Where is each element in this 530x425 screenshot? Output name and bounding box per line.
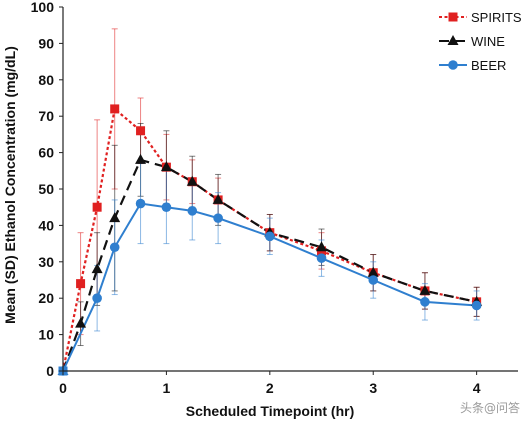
wine-point <box>160 161 172 172</box>
spirits-point <box>76 279 86 289</box>
x-tick-label: 4 <box>473 380 481 396</box>
y-tick-label: 20 <box>38 290 54 306</box>
spirits-point <box>110 104 120 114</box>
beer-point <box>109 242 120 253</box>
y-tick-label: 50 <box>38 181 54 197</box>
wine-point <box>91 263 103 274</box>
beer-point <box>265 231 275 242</box>
y-tick-label: 60 <box>38 145 54 161</box>
wine-point <box>367 266 379 277</box>
series-markers <box>57 104 483 376</box>
x-tick-label: 1 <box>163 380 171 396</box>
y-tick-label: 30 <box>38 254 54 270</box>
legend-wine-swatch-marker <box>447 35 459 45</box>
legend-spirits-swatch-marker <box>448 12 458 22</box>
beer-point <box>135 198 146 209</box>
y-tick-label: 90 <box>38 35 54 51</box>
beer-point <box>316 253 327 263</box>
error-bars <box>77 28 480 347</box>
legend-beer-label: BEER <box>471 58 506 73</box>
wine-point <box>316 241 328 252</box>
wine-point <box>109 212 121 223</box>
tick-labels: 0 10 20 30 40 50 60 70 80 90 100 0 1 2 3 4 <box>31 0 481 396</box>
watermark-text: 头条@问答 <box>460 400 520 415</box>
y-tick-label: 100 <box>31 0 55 15</box>
spirits-point <box>92 202 102 212</box>
y-tick-label: 0 <box>46 363 54 379</box>
y-axis-title: Mean (SD) Ethanol Concentration (mg/dL) <box>2 46 18 324</box>
y-tick-label: 80 <box>38 72 54 88</box>
beer-point <box>368 275 379 285</box>
wine-point <box>419 284 431 295</box>
legend-wine-label: WINE <box>471 34 505 49</box>
wine-line <box>61 158 477 372</box>
beer-point <box>92 293 102 304</box>
wine-point <box>135 153 147 164</box>
legend: SPIRITS WINE BEER <box>439 10 522 73</box>
beer-point <box>420 297 430 307</box>
x-tick-label: 3 <box>369 380 377 396</box>
y-tick-label: 70 <box>38 108 54 124</box>
beer-point <box>213 213 223 223</box>
beer-point <box>187 206 198 216</box>
legend-beer-swatch-marker <box>448 60 458 70</box>
wine-point <box>75 317 87 328</box>
x-tick-label: 2 <box>266 380 274 396</box>
spirits-point <box>136 126 146 136</box>
beer-point <box>471 300 482 311</box>
wine-point <box>186 175 198 186</box>
axes <box>59 6 518 375</box>
beer-line <box>62 202 477 372</box>
beer-point <box>161 202 172 212</box>
wine-point <box>212 193 224 204</box>
x-tick-label: 0 <box>59 380 67 396</box>
legend-spirits-label: SPIRITS <box>471 10 522 25</box>
y-tick-label: 10 <box>38 327 54 343</box>
y-tick-label: 40 <box>38 217 54 233</box>
x-axis-title: Scheduled Timepoint (hr) <box>186 403 355 419</box>
